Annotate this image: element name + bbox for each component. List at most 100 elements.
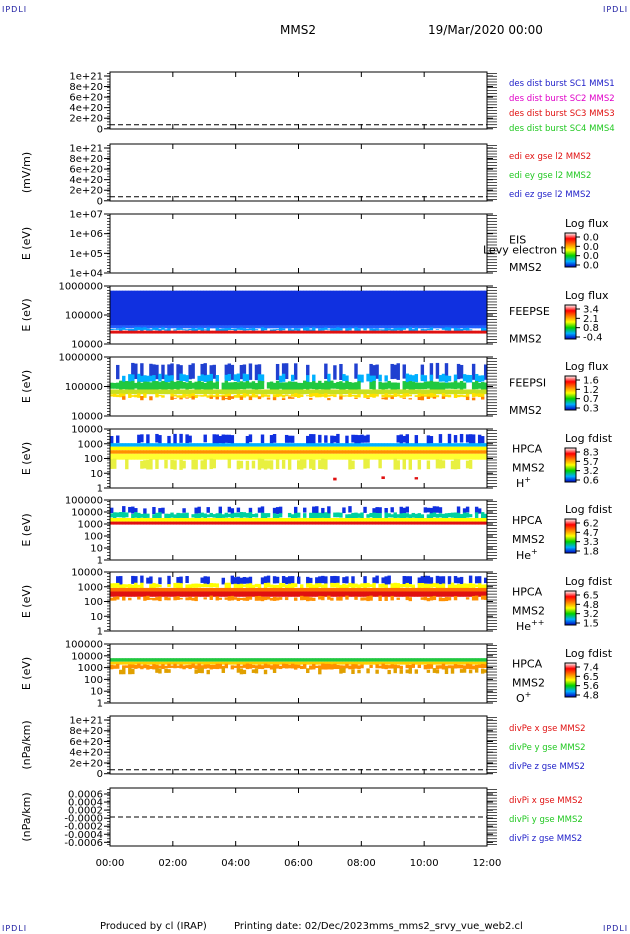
spectrogram-cell	[330, 325, 334, 329]
spectrogram-cell	[369, 521, 373, 525]
spectrogram-cell	[450, 330, 455, 334]
spectrogram-cell	[185, 665, 189, 669]
spectrogram-cell	[269, 521, 274, 525]
spectrogram-cell	[233, 389, 238, 395]
spectrogram-cell	[468, 325, 473, 329]
spectrogram-cell	[477, 325, 482, 329]
spectrogram-cell	[203, 597, 207, 600]
spectrogram-cell	[119, 521, 123, 525]
spectrogram-cell	[420, 330, 425, 334]
spectrogram-cell	[312, 443, 316, 447]
spectrogram-cell	[372, 587, 376, 592]
spectrogram-cell	[227, 373, 232, 382]
spectrogram-cell	[272, 450, 277, 454]
spectrogram-cell	[444, 450, 449, 454]
spectrogram-cell	[122, 658, 126, 662]
spectrogram-cell	[456, 325, 461, 329]
spectrogram-cell	[242, 328, 247, 331]
spectrogram-cell	[330, 443, 334, 447]
spectrogram-cell	[396, 460, 400, 470]
spectrogram-cell	[426, 514, 431, 519]
spectrogram-cell	[254, 587, 259, 592]
spectrogram-cell	[167, 446, 171, 451]
y-tick-label: 6e+20	[69, 93, 103, 104]
spectrogram-cell	[390, 389, 394, 395]
spectrogram-cell	[209, 450, 213, 454]
spectrogram-cell	[218, 597, 222, 600]
spectrogram-cell	[131, 513, 135, 519]
colorbar-title: Log flux	[565, 289, 609, 302]
spectrogram-cell	[140, 661, 144, 665]
spectrogram-cell	[462, 389, 467, 395]
spectrogram-cell	[236, 389, 241, 395]
spectrogram-cell	[197, 325, 201, 329]
instrument-text: He++	[516, 618, 544, 633]
spectrogram-cell	[411, 330, 416, 334]
spectrogram-cell	[215, 513, 219, 519]
spectrogram-cell	[399, 584, 403, 588]
spectrogram-cell	[176, 450, 180, 454]
spectrogram-cell	[233, 374, 238, 382]
spectrogram-cell	[363, 583, 367, 589]
spectrogram-cell	[429, 521, 434, 525]
spectrogram-cell	[318, 668, 322, 675]
spectrogram-cell	[128, 521, 132, 525]
spectrogram-cell	[227, 290, 232, 326]
spectrogram-cell	[209, 658, 213, 662]
spectrogram-cell	[212, 389, 216, 395]
spectrogram-cell	[456, 506, 461, 513]
spectrogram-cell	[290, 290, 295, 326]
spectrogram-cell	[209, 453, 213, 460]
spectrogram-cell	[215, 453, 219, 460]
spectrogram-cell	[378, 583, 382, 588]
spectrogram-cell	[182, 453, 186, 460]
spectrogram-cell	[333, 521, 337, 525]
spectrogram-cell	[134, 576, 138, 584]
spectrogram-cell	[420, 521, 425, 525]
spectrogram-cell	[414, 330, 419, 334]
y-tick-label: 0	[97, 124, 103, 135]
spectrogram-cell	[462, 290, 467, 326]
spectrogram-cell	[438, 591, 443, 597]
spectrogram-cell	[251, 453, 256, 460]
spectrogram-cell	[333, 382, 337, 389]
spectrogram-cell	[116, 446, 120, 451]
spectrogram-cell	[336, 290, 340, 326]
spectrogram-cell	[248, 443, 253, 447]
spectrogram-cell	[384, 587, 388, 592]
spectrogram-cell	[182, 518, 186, 522]
spectrogram-cell	[366, 458, 370, 469]
spectrogram-cell	[242, 373, 247, 382]
spectrogram-cell	[345, 595, 349, 600]
spectrogram-cell	[477, 382, 482, 389]
spectrogram-cell	[224, 374, 229, 382]
spectrogram-cell	[167, 325, 171, 329]
spectrogram-cell	[402, 450, 406, 454]
spectrogram-cell	[236, 663, 241, 669]
spectrogram-cell	[206, 587, 210, 592]
spectrogram-cell	[381, 476, 385, 480]
spectrogram-cell	[272, 664, 277, 669]
spectrogram-cell	[423, 450, 428, 454]
spectrogram-cell	[384, 325, 388, 329]
spectrogram-cell	[203, 583, 207, 588]
spectrogram-cell	[324, 393, 328, 398]
spectrogram-cell	[333, 328, 337, 332]
spectrogram-cell	[122, 596, 126, 601]
spectrogram-cell	[185, 389, 189, 395]
spectrogram-cell	[366, 395, 370, 398]
spectrogram-cell	[239, 668, 244, 675]
spectrogram-cell	[327, 595, 331, 600]
spectrogram-cell	[113, 665, 117, 669]
spectrogram-cell	[315, 577, 319, 584]
spectrogram-cell	[378, 450, 382, 454]
spectrogram-cell	[131, 443, 135, 447]
spectrogram-cell	[134, 382, 138, 389]
spectrogram-cell	[369, 328, 373, 331]
spectrogram-cell	[483, 290, 488, 326]
spectrogram-cell	[357, 591, 361, 597]
spectrogram-cell	[366, 591, 370, 597]
spectrogram-cell	[263, 587, 268, 592]
